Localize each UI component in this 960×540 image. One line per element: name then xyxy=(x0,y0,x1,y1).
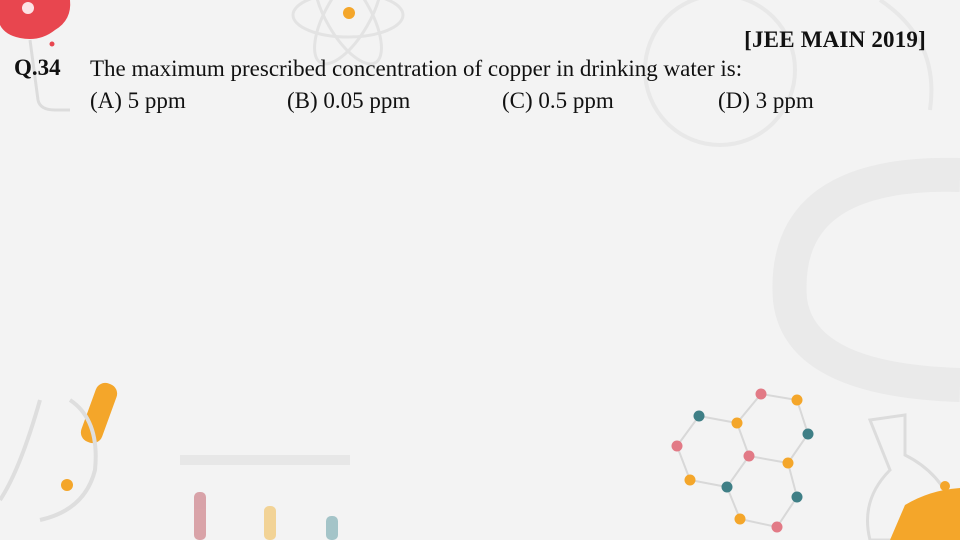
option-a[interactable]: (A) 5 ppm xyxy=(90,88,186,113)
faint-flask-icon xyxy=(643,0,934,147)
option-b[interactable]: (B) 0.05 ppm xyxy=(287,88,411,113)
option-d[interactable]: (D) 3 ppm xyxy=(718,88,814,113)
exam-source-tag: [JEE MAIN 2019] xyxy=(744,27,926,52)
magnet-icon xyxy=(772,157,960,402)
molecule-icon xyxy=(671,388,814,533)
atom-nucleus-icon xyxy=(343,7,355,19)
option-c[interactable]: (C) 0.5 ppm xyxy=(502,88,614,113)
question-text: The maximum prescribed concentration of … xyxy=(90,56,743,81)
test-tube-icon xyxy=(0,382,118,522)
red-flask-icon xyxy=(0,0,71,112)
question-number: Q.34 xyxy=(14,55,61,80)
atom-icon xyxy=(291,0,405,66)
orange-flask-icon xyxy=(866,413,960,540)
test-tube-rack-icon xyxy=(180,455,350,540)
